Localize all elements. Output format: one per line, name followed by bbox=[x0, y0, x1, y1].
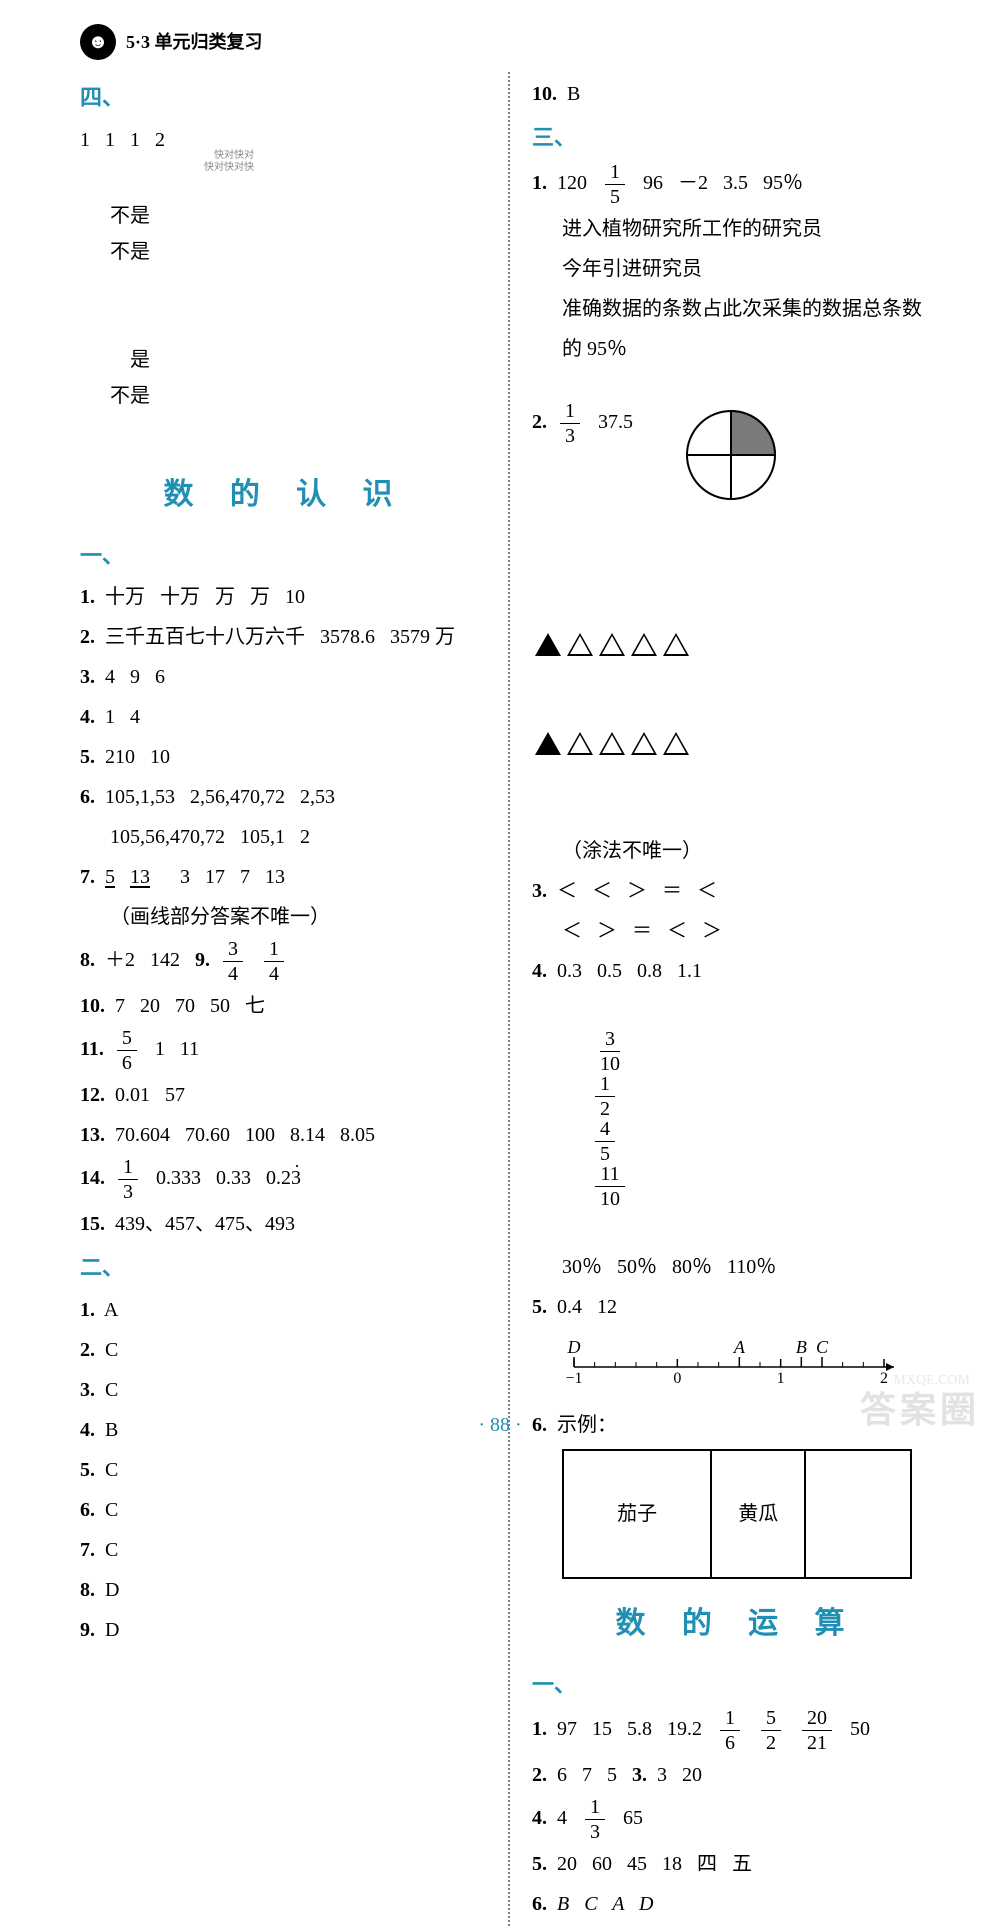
two-column-layout: 四、 1 1 1 2 不是 不是 快对快对 快对快对快 是 不是 数 的 认 识… bbox=[0, 72, 1000, 1926]
svg-text:D: D bbox=[567, 1337, 581, 1357]
triangle-icon bbox=[663, 732, 689, 755]
triangle-icon bbox=[567, 633, 593, 656]
q12: 12. 0.01 57 bbox=[80, 1077, 490, 1113]
o6: 6. B C A D bbox=[532, 1886, 942, 1922]
o4: 4. 4 13 65 bbox=[532, 1797, 942, 1842]
triangle-icon bbox=[631, 633, 657, 656]
q15: 15. 439、457、475、493 bbox=[80, 1206, 490, 1242]
svg-text:B: B bbox=[796, 1337, 807, 1357]
o2-o3: 2. 6 7 5 3. 3 20 bbox=[532, 1757, 942, 1793]
r1b: 进入植物研究所工作的研究员 bbox=[532, 211, 942, 247]
vegetable-box-diagram: 茄子黄瓜 bbox=[562, 1449, 912, 1579]
mc-item: 9. D bbox=[80, 1612, 490, 1648]
r4c: 30％ 50％ 80％ 110％ bbox=[532, 1249, 942, 1285]
r4b: 310 12 45 1110 bbox=[532, 993, 942, 1245]
section-one-label: 一、 bbox=[80, 536, 490, 576]
triangle-icon bbox=[663, 633, 689, 656]
svg-text:1: 1 bbox=[777, 1370, 785, 1385]
r1d: 准确数据的条数占此次采集的数据总条数 bbox=[532, 291, 942, 327]
section-three-label: 三、 bbox=[532, 118, 942, 158]
q5: 5. 210 10 bbox=[80, 739, 490, 775]
stamp-text: 快对快对 bbox=[214, 150, 254, 161]
svg-text:0: 0 bbox=[673, 1370, 681, 1385]
svg-text:A: A bbox=[733, 1337, 746, 1357]
q1: 1. 十万 十万 万 万 10 bbox=[80, 579, 490, 615]
header-title: 5·3 单元归类复习 bbox=[126, 26, 263, 58]
svg-text:−1: −1 bbox=[565, 1370, 582, 1385]
r2-note: （涂法不唯一） bbox=[532, 833, 942, 869]
mc-item: 2. C bbox=[80, 1332, 490, 1368]
q6a: 6. 105,1,53 2,56,470,72 2,53 bbox=[80, 779, 490, 815]
sec4-line1: 1 1 1 2 bbox=[80, 122, 490, 158]
triangle-grid bbox=[532, 559, 692, 829]
q6b: 105,56,470,72 105,1 2 bbox=[80, 819, 490, 855]
r1e: 的 95％ bbox=[532, 331, 942, 367]
veg-cell: 茄子 bbox=[564, 1451, 712, 1577]
stamp-text: 快对快对快 bbox=[204, 162, 254, 173]
q8-q9: 8. ＋2 142 9. 34 14 bbox=[80, 939, 490, 984]
page-header: ☻ 5·3 单元归类复习 bbox=[0, 0, 1000, 72]
q3: 3. 4 9 6 bbox=[80, 659, 490, 695]
mc-item: 3. C bbox=[80, 1372, 490, 1408]
watermark-sub: MXQE.COM bbox=[893, 1368, 970, 1393]
r1c: 今年引进研究员 bbox=[532, 251, 942, 287]
title-number-operations: 数 的 运 算 bbox=[532, 1597, 942, 1651]
page-number: · 88 · bbox=[0, 1407, 1000, 1443]
r3a: 3. ＜ ＜ ＞ ＝ ＜ bbox=[532, 873, 942, 909]
triangle-icon bbox=[535, 633, 561, 656]
title-number-recognition: 数 的 认 识 bbox=[80, 468, 490, 522]
mc-item: 5. C bbox=[80, 1452, 490, 1488]
boy-icon: ☻ bbox=[80, 24, 116, 60]
r3b: ＜ ＞ ＝ ＜ ＞ bbox=[532, 913, 942, 949]
pie-quadrant-diagram bbox=[643, 371, 779, 551]
section-two-label: 二、 bbox=[80, 1248, 490, 1288]
q11: 11. 56 1 11 bbox=[80, 1028, 490, 1073]
r10: 10. B bbox=[532, 76, 942, 112]
triangle-icon bbox=[631, 732, 657, 755]
q7a: 7. 5 13 3 17 7 13 bbox=[80, 859, 490, 895]
veg-cell bbox=[806, 1451, 910, 1577]
q2: 2. 三千五百七十八万六千 3578.6 3579 万 bbox=[80, 619, 490, 655]
left-column: 四、 1 1 1 2 不是 不是 快对快对 快对快对快 是 不是 数 的 认 识… bbox=[80, 72, 508, 1926]
triangle-icon bbox=[599, 633, 625, 656]
r1a: 1. 120 15 96 －2 3.5 95％ bbox=[532, 162, 942, 207]
o5: 5. 20 60 45 18 四 五 bbox=[532, 1846, 942, 1882]
q7b: （画线部分答案不唯一） bbox=[80, 899, 490, 935]
op-section-one-label: 一、 bbox=[532, 1665, 942, 1705]
multiple-choice-list: 1. A2. C3. C4. B5. C6. C7. C8. D9. D bbox=[80, 1292, 490, 1648]
q10: 10. 7 20 70 50 七 bbox=[80, 988, 490, 1024]
sec4-line2: 不是 不是 快对快对 快对快对快 是 不是 bbox=[80, 162, 490, 450]
q13: 13. 70.604 70.60 100 8.14 8.05 bbox=[80, 1117, 490, 1153]
triangle-icon bbox=[599, 732, 625, 755]
r4a: 4. 0.3 0.5 0.8 1.1 bbox=[532, 953, 942, 989]
mc-item: 8. D bbox=[80, 1572, 490, 1608]
mc-item: 6. C bbox=[80, 1492, 490, 1528]
o1: 1. 97 15 5.8 19.2 16 52 2021 50 bbox=[532, 1708, 942, 1753]
veg-cell: 黄瓜 bbox=[712, 1451, 806, 1577]
mc-item: 1. A bbox=[80, 1292, 490, 1328]
triangle-icon bbox=[535, 732, 561, 755]
triangle-icon bbox=[567, 732, 593, 755]
r5: 5. 0.4 12 bbox=[532, 1289, 942, 1325]
right-column: 10. B 三、 1. 120 15 96 －2 3.5 95％ 进入植物研究所… bbox=[508, 72, 960, 1926]
svg-text:C: C bbox=[816, 1337, 829, 1357]
mc-item: 7. C bbox=[80, 1532, 490, 1568]
q14: 14. 13 0.333 0.33 0.23 bbox=[80, 1157, 490, 1202]
q4: 4. 1 4 bbox=[80, 699, 490, 735]
r2: 2. 13 37.5 bbox=[532, 371, 942, 829]
section-four-label: 四、 bbox=[80, 78, 490, 118]
